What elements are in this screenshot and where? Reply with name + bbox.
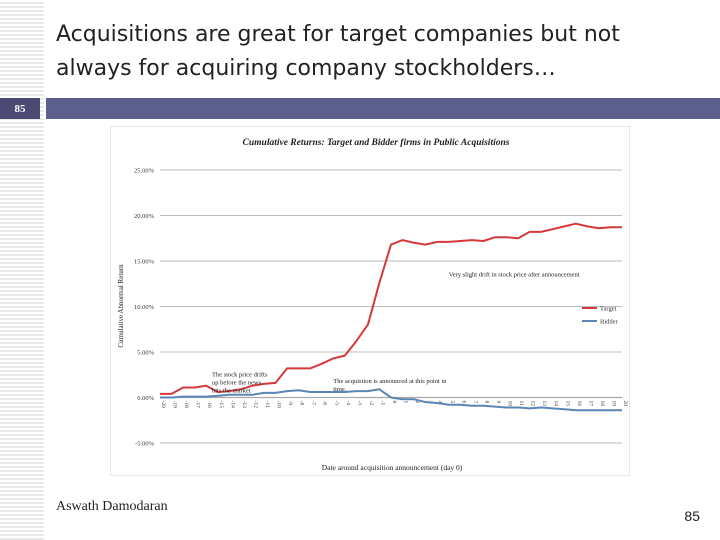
- chart-annotation-line: The acquistion is announced at this poin…: [333, 378, 447, 385]
- x-tick-label: 18: [599, 401, 605, 407]
- slide-title: Acquisitions are great for target compan…: [56, 18, 696, 86]
- legend-label-target: Target: [600, 306, 617, 313]
- x-tick-label: 7: [472, 401, 478, 404]
- x-tick-label: 16: [576, 401, 582, 407]
- chart-annotation-1: The stock price drifts up before the news…: [212, 372, 268, 395]
- y-axis-label: Cumulative Abnormal Return: [117, 264, 125, 348]
- chart-frame: [110, 126, 630, 476]
- x-tick-label: 14: [553, 401, 559, 407]
- chart-title: Cumulative Returns: Target and Bidder fi…: [243, 138, 510, 148]
- chart-annotation-2: The acquistion is announced at this poin…: [333, 378, 447, 393]
- y-tick-label: 15.00%: [134, 259, 155, 266]
- x-tick-label: 8: [483, 401, 489, 404]
- x-tick-label: 20: [622, 401, 628, 407]
- y-tick-label: 25.00%: [134, 168, 155, 175]
- x-tick-label: 4: [437, 401, 443, 404]
- x-tick-label: 10: [507, 401, 513, 407]
- x-tick-label: -14: [229, 401, 235, 409]
- chart-annotation-line: The stock price drifts: [212, 372, 268, 379]
- y-tick-label: 10.00%: [134, 304, 155, 311]
- chart-annotation-line: time.: [333, 386, 347, 393]
- x-tick-label: -3: [356, 401, 362, 406]
- y-tick-label: 0.00%: [137, 395, 154, 402]
- chart-annotation-line: Very slight drift in stock price after a…: [449, 271, 580, 278]
- x-tick-label: -12: [252, 401, 258, 409]
- page-number: 85: [684, 508, 700, 524]
- y-tick-label: -5.00%: [135, 441, 155, 448]
- x-tick-label: -17: [195, 401, 201, 409]
- x-tick-label: -7: [310, 401, 316, 406]
- x-tick-label: 17: [587, 401, 593, 407]
- x-tick-label: 0: [391, 401, 397, 404]
- x-tick-label: -13: [241, 401, 247, 409]
- x-tick-label: -5: [333, 401, 339, 406]
- x-tick-label: -19: [172, 401, 178, 409]
- x-tick-label: -18: [183, 401, 189, 409]
- x-tick-label: -10: [276, 401, 282, 409]
- x-axis-label: Date around acquisition announcement (da…: [322, 463, 463, 472]
- x-tick-label: -20: [160, 401, 166, 409]
- y-tick-label: 20.00%: [134, 213, 155, 220]
- chart-annotation-3: Very slight drift in stock price after a…: [449, 271, 580, 278]
- x-tick-label: 6: [460, 401, 466, 404]
- slide-title-line-1: Acquisitions are great for target compan…: [56, 22, 620, 47]
- author-name: Aswath Damodaran: [56, 499, 168, 514]
- chart-annotation-line: hits the market: [212, 388, 251, 395]
- x-tick-label: 9: [495, 401, 501, 404]
- x-tick-label: -2: [368, 401, 374, 406]
- x-tick-label: -4: [345, 401, 351, 406]
- x-tick-label: -11: [264, 401, 270, 408]
- x-tick-label: 19: [610, 401, 616, 407]
- series-line-target: [160, 222, 622, 395]
- series-line-bidder: [160, 388, 622, 412]
- header-bar: [46, 98, 720, 119]
- x-tick-label: 2: [414, 401, 420, 404]
- x-tick-label: -9: [287, 401, 293, 406]
- slide-title-line-2: always for acquiring company stockholder…: [56, 56, 556, 81]
- x-tick-label: 13: [541, 401, 547, 407]
- chart-annotation-line: up before the news: [212, 380, 262, 387]
- x-tick-label: -6: [322, 401, 328, 406]
- x-tick-label: -8: [299, 401, 305, 406]
- x-tick-label: -16: [206, 401, 212, 409]
- x-tick-label: 5: [449, 401, 455, 404]
- legend-label-bidder: Bidder: [600, 319, 619, 326]
- x-tick-label: 11: [518, 401, 524, 407]
- slide-number-box: 85: [0, 98, 40, 119]
- x-tick-label: 15: [564, 401, 570, 407]
- x-tick-label: 1: [403, 401, 409, 404]
- chart: Cumulative Returns: Target and Bidder fi…: [110, 126, 630, 476]
- y-tick-label: 5.00%: [137, 350, 154, 357]
- x-tick-label: -1: [379, 401, 385, 406]
- x-tick-label: -15: [218, 401, 224, 409]
- x-tick-label: 12: [530, 401, 536, 407]
- side-stripes-decoration: [0, 0, 44, 540]
